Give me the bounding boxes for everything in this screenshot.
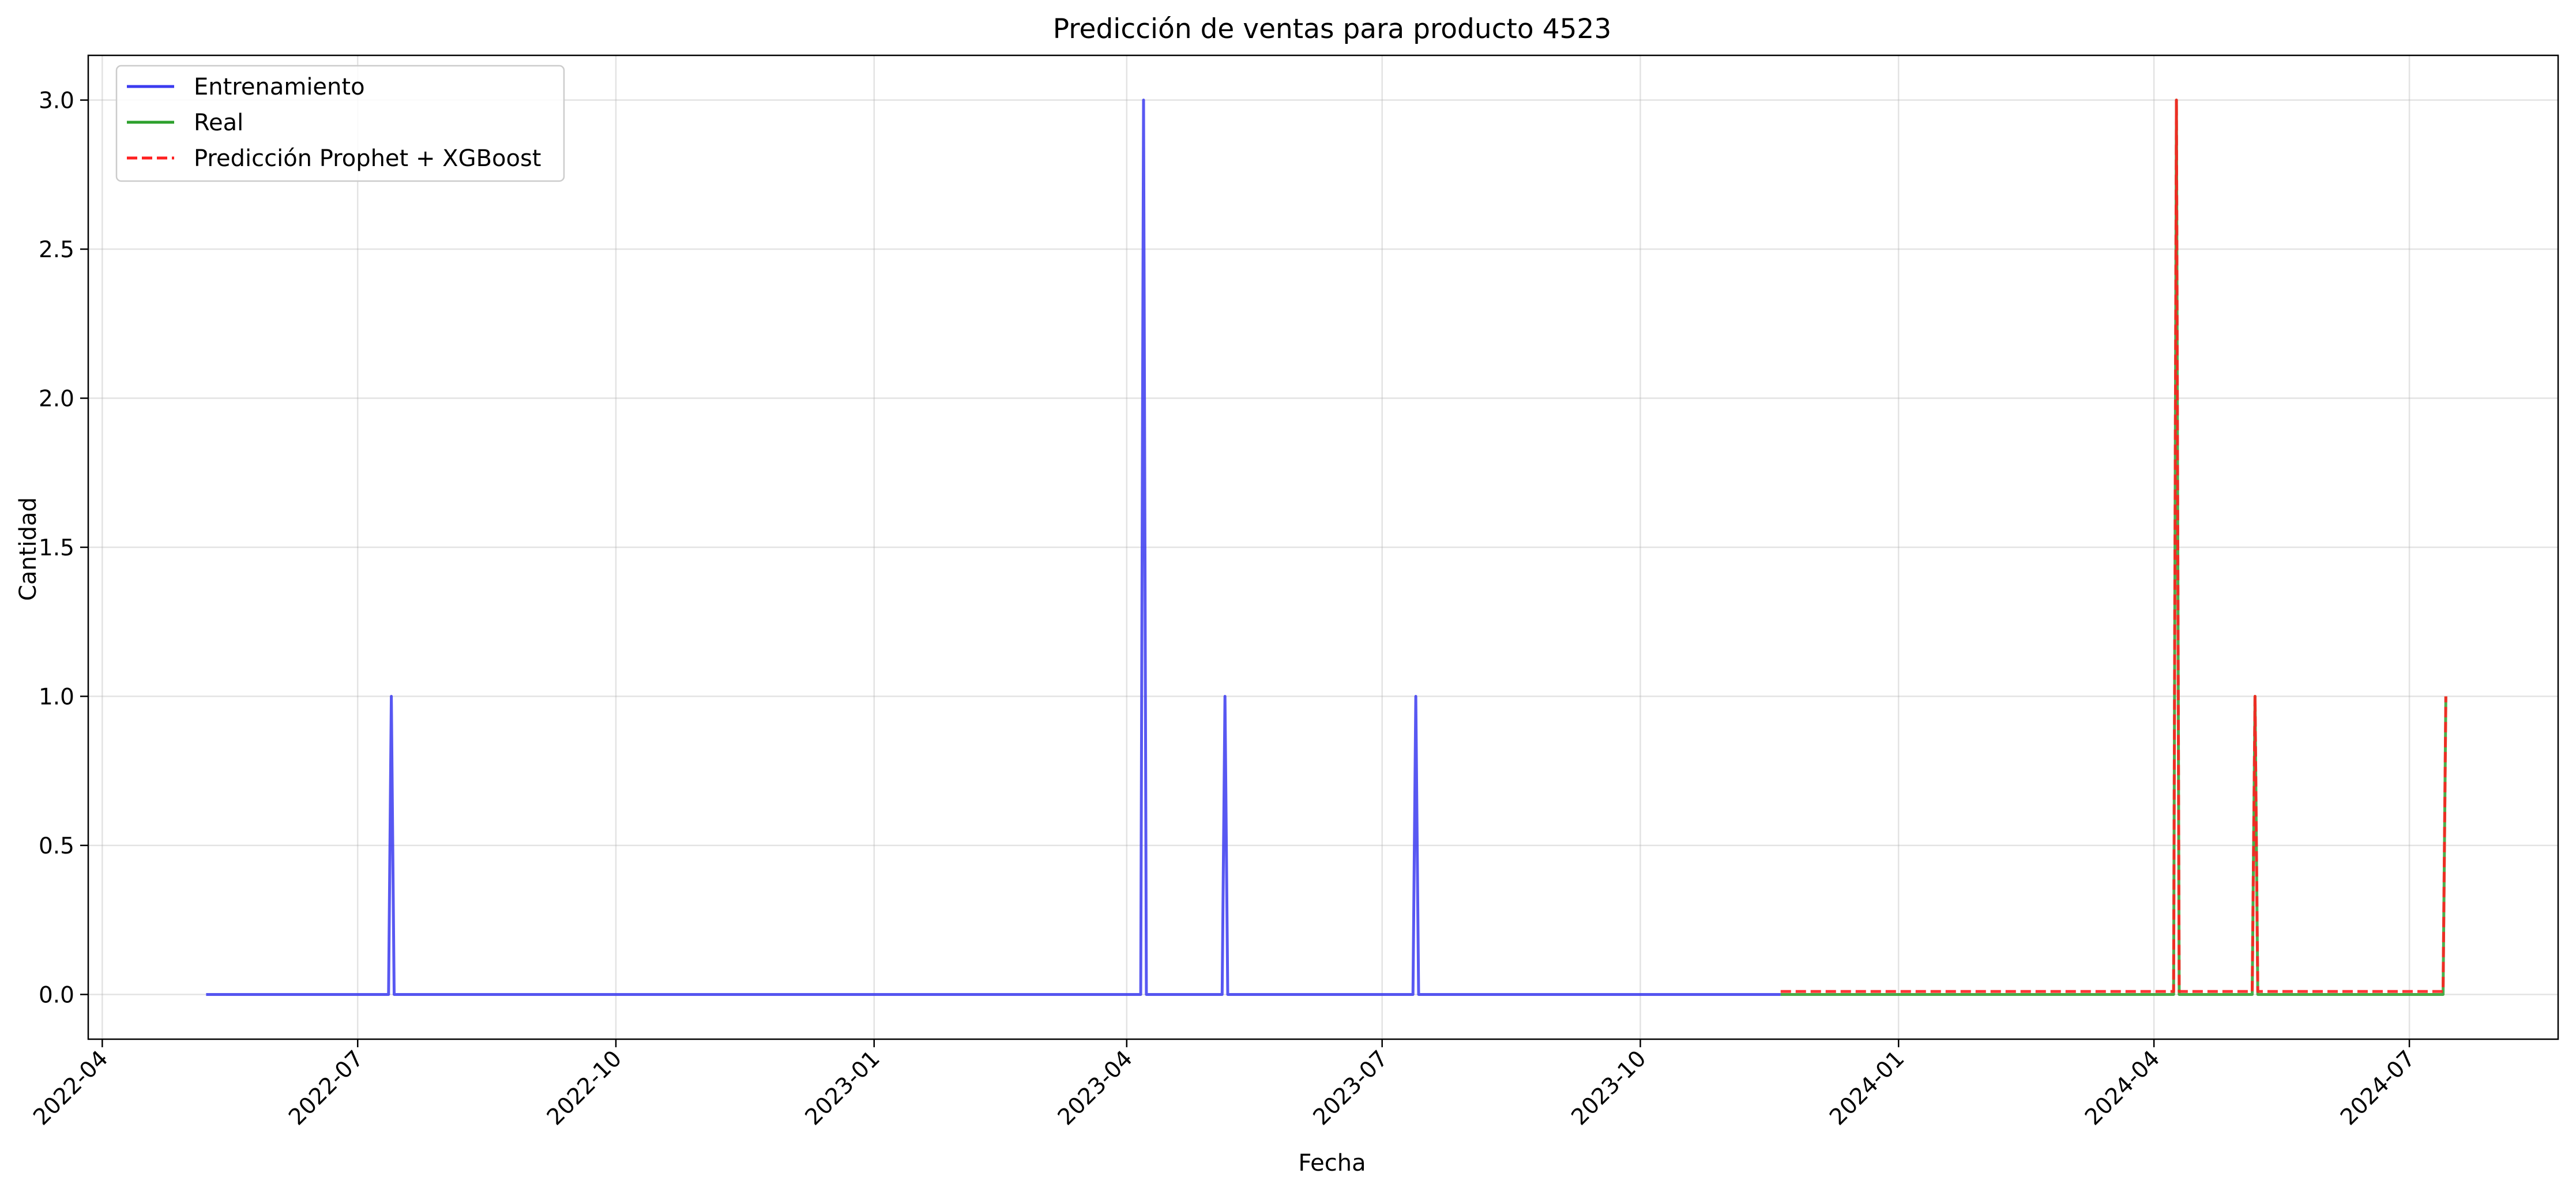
series-real bbox=[1780, 99, 2447, 996]
y-tick-label: 1.5 bbox=[39, 535, 74, 561]
y-axis: 0.0 0.5 1.0 1.5 2.0 2.5 3.0 bbox=[39, 88, 88, 1008]
legend-box bbox=[115, 65, 565, 182]
legend-label: Entrenamiento bbox=[194, 74, 365, 100]
series-layer bbox=[206, 99, 2447, 996]
series-entrenamiento bbox=[206, 99, 1781, 996]
legend-label: Real bbox=[194, 110, 243, 136]
legend-label: Predicción Prophet + XGBoost bbox=[194, 145, 541, 172]
y-tick-label: 2.0 bbox=[39, 386, 74, 412]
y-axis-label: Cantidad bbox=[15, 497, 42, 601]
x-axis-label: Fecha bbox=[1298, 1150, 1366, 1176]
y-tick-label: 3.0 bbox=[39, 88, 74, 114]
y-tick-label: 1.0 bbox=[39, 684, 74, 710]
y-tick-label: 0.5 bbox=[39, 833, 74, 859]
legend: Entrenamiento Real Predicción Prophet + XG… bbox=[115, 65, 565, 182]
y-tick-label: 0.0 bbox=[39, 982, 74, 1008]
chart-title: Predicción de ventas para producto 4523 bbox=[1053, 13, 1611, 45]
series-prediccion-prophet-xgboost bbox=[1780, 99, 2447, 993]
y-tick-label: 2.5 bbox=[39, 237, 74, 263]
